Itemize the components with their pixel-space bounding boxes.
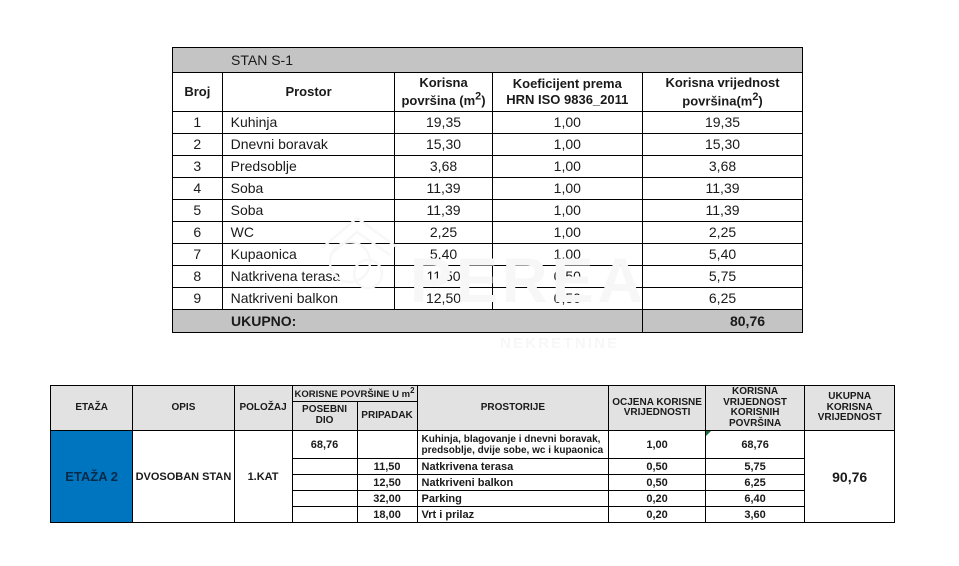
svg-text:NEKRETNINE: NEKRETNINE [500,335,620,352]
